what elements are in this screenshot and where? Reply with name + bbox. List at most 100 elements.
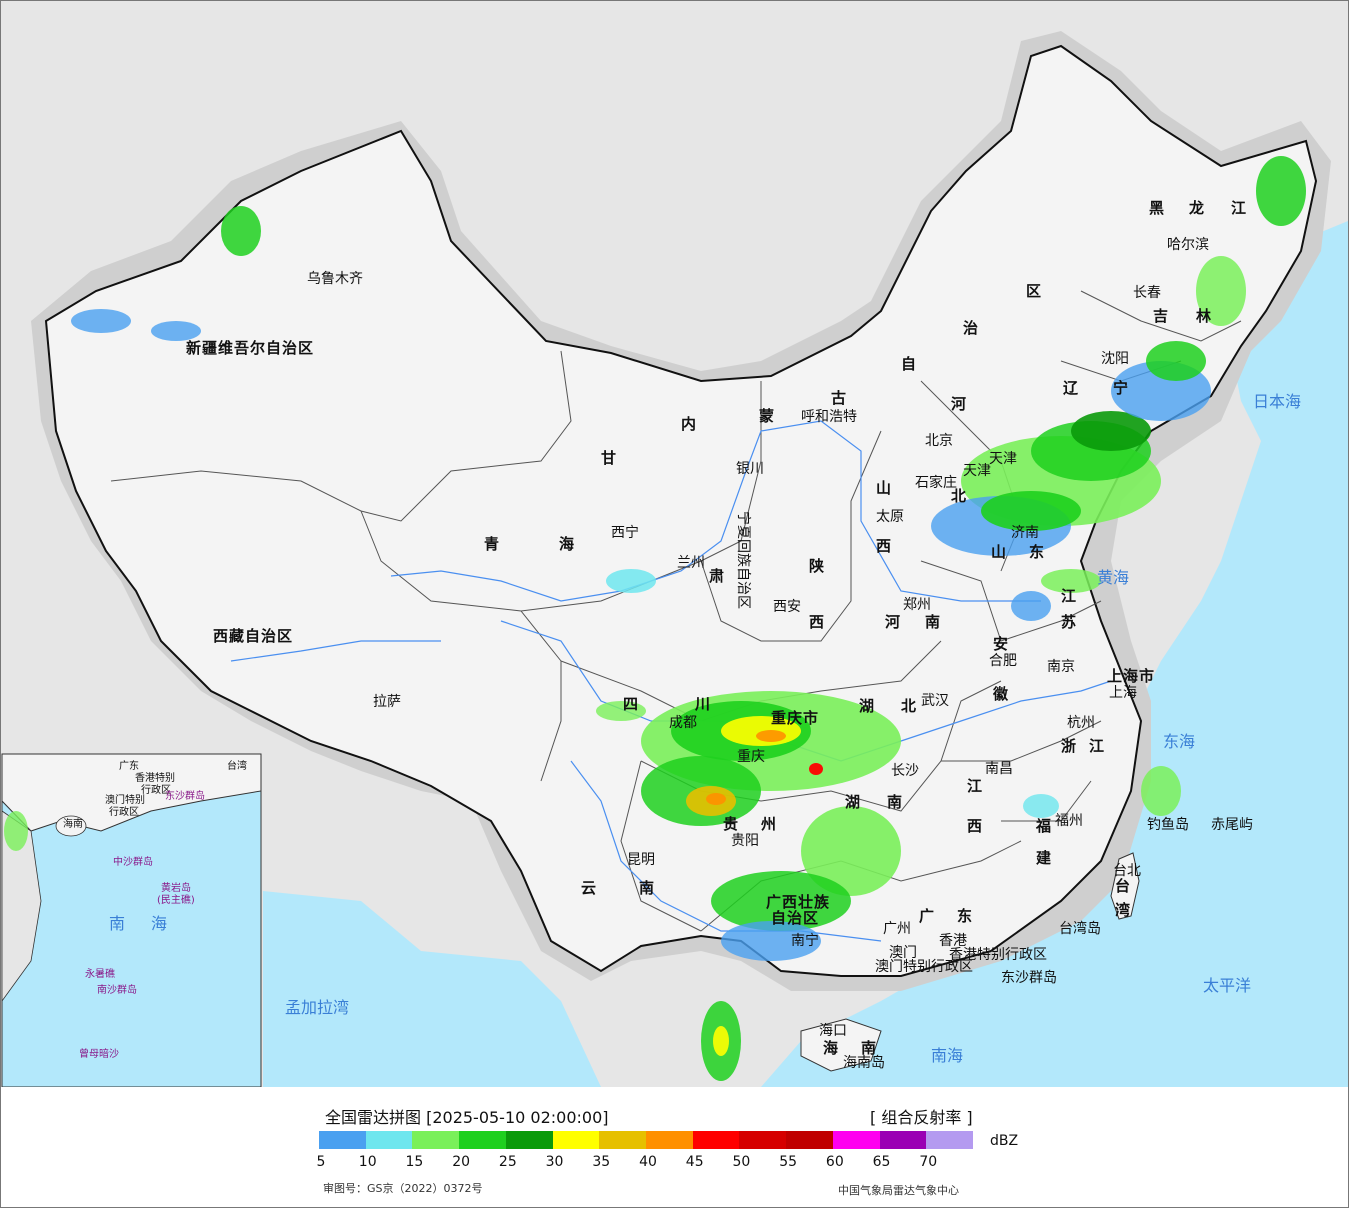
prov-hunan-1: 湖 [845,793,861,811]
colorbar-tick: 50 [732,1154,751,1170]
prov-anhui-2: 徽 [992,685,1009,703]
prov-shanghai: 上海市 [1107,667,1155,685]
inset-sea-2: 海 [151,914,167,933]
colorbar-swatch [786,1131,833,1149]
colorbar-swatch [505,1131,553,1149]
hainan-island [800,1018,882,1072]
prov-guizhou-2: 州 [760,815,777,833]
legend-unit: dBZ [990,1133,1019,1149]
colorbar-tick: 65 [872,1154,891,1170]
prov-hebei-1: 河 [951,395,967,413]
island-chiwei: 赤尾屿 [1211,817,1253,833]
prov-jiangsu-2: 苏 [1061,613,1077,631]
city-shenyang: 沈阳 [1101,351,1129,367]
sea-yellow: 黄海 [1097,568,1129,587]
city-chengdu: 成都 [669,715,697,731]
prov-nmg-4: 自 [901,355,917,373]
colorbar-tick: 40 [639,1154,657,1170]
sea-south-china: 南海 [931,1046,963,1065]
prov-sichuan-1: 四 [623,695,639,713]
colorbar-swatch [692,1131,740,1149]
prov-guizhou-1: 贵 [723,815,739,833]
prov-yunnan-1: 云 [581,879,597,897]
prov-xinjiang: 新疆维吾尔自治区 [186,339,314,357]
prov-yunnan-2: 南 [639,879,655,897]
colorbar-swatch [412,1131,460,1149]
taiwan-island [1110,852,1140,920]
prov-nmg-2: 蒙 [759,407,775,425]
colorbar-swatch [926,1131,974,1149]
prov-jiangxi-2: 西 [967,817,983,835]
colorbar-swatch [646,1131,693,1149]
city-kunming: 昆明 [627,852,655,868]
colorbar-swatch [739,1131,787,1149]
sea-east-china: 东海 [1163,732,1195,751]
prov-chongqing: 重庆市 [771,709,819,727]
approval-number: 审图号：GS京（2022）0372号 [323,1182,483,1195]
legend-title: 全国雷达拼图 [2025-05-10 02:00:00] [325,1108,609,1127]
colorbar-tick: 60 [825,1154,844,1170]
prov-nmg-3: 古 [831,389,847,407]
city-macau: 澳门 [889,945,917,961]
inset-mo-1: 澳门特别 [105,793,145,806]
prov-guangdong-2: 东 [957,907,973,925]
city-nanjing: 南京 [1047,659,1075,675]
prov-qinghai-2: 海 [559,535,575,553]
colorbar-tick: 20 [452,1154,471,1170]
prov-jiangsu-1: 江 [1061,587,1077,605]
city-changchun: 长春 [1133,285,1161,301]
sea-bay-of-bengal [263,891,601,1087]
prov-hlj-3: 江 [1231,199,1247,217]
prov-xizang: 西藏自治区 [213,627,293,645]
city-taiyuan: 太原 [876,509,904,525]
city-jinan: 济南 [1011,525,1039,541]
sea-bengal: 孟加拉湾 [285,998,349,1017]
prov-hubei-2: 北 [901,697,917,715]
prov-henan-1: 河 [885,613,901,631]
prov-sichuan-2: 川 [694,695,711,713]
prov-shaanxi-1: 陕 [809,557,825,575]
prov-hlj-1: 黑 [1149,199,1165,217]
prov-zhejiang-2: 江 [1089,737,1105,755]
prov-nmg-1: 内 [681,415,697,433]
city-chongqing: 重庆 [737,749,765,765]
city-haikou: 海口 [819,1023,847,1039]
prov-shandong-1: 山 [991,543,1007,561]
sea-japan: 日本海 [1253,392,1301,411]
city-urumqi: 乌鲁木齐 [307,271,363,287]
city-guangzhou: 广州 [883,921,911,937]
colorbar-tick: 5 [316,1154,326,1170]
island-dongsha: 东沙群岛 [1001,970,1057,986]
sea-pacific: 太平洋 [1203,976,1251,995]
city-labels: 乌鲁木齐 拉萨 西宁 兰州 银川 呼和浩特 北京 天津 石家庄 太原 西安 郑州… [307,237,1209,1039]
colorbar-swatch [599,1131,647,1149]
prov-fujian-2: 建 [1036,849,1052,867]
prov-macau: 澳门特别行政区 [875,959,973,975]
prov-liaoning-2: 宁 [1113,379,1129,397]
province-labels: 新疆维吾尔自治区 西藏自治区 青 海 甘 肃 内 蒙 古 自 治 区 黑 龙 江… [186,199,1247,1057]
prov-nmg-6: 区 [1026,282,1042,300]
prov-tianjin: 天津 [989,451,1017,467]
inset-taiwan: 台湾 [227,759,247,772]
prov-anhui-1: 安 [993,635,1009,653]
city-nanchang: 南昌 [985,761,1013,777]
city-guiyang: 贵阳 [731,833,759,849]
province-boundaries [110,290,1242,932]
city-hefei: 合肥 [989,653,1017,669]
prov-liaoning-1: 辽 [1063,379,1079,397]
prov-guangdong-1: 广 [919,907,935,925]
radar-map: 新疆维吾尔自治区 西藏自治区 青 海 甘 肃 内 蒙 古 自 治 区 黑 龙 江… [1,1,1348,1087]
colorbar-ticks: 5 10 15 20 25 30 35 40 45 50 55 60 65 70 [0,1154,1349,1174]
prov-shanxi-2: 西 [876,537,892,555]
prov-hainan-2: 南 [861,1039,877,1057]
inset-zhongsha: 中沙群岛 [113,855,153,868]
prov-hlj-2: 龙 [1188,199,1205,217]
city-xining: 西宁 [611,524,639,541]
city-hongkong: 香港 [939,933,967,949]
sea-labels: 日本海 黄海 东海 太平洋 南海 孟加拉湾 钓鱼岛 赤尾屿 台湾岛 东沙群岛 海… [285,392,1301,1071]
prov-jiangxi-1: 江 [967,777,983,795]
city-fuzhou: 福州 [1055,813,1083,829]
prov-nmg-5: 治 [963,319,979,337]
city-changsha: 长沙 [891,763,919,779]
prov-ningxia: 宁夏回族自治区 [735,511,752,609]
